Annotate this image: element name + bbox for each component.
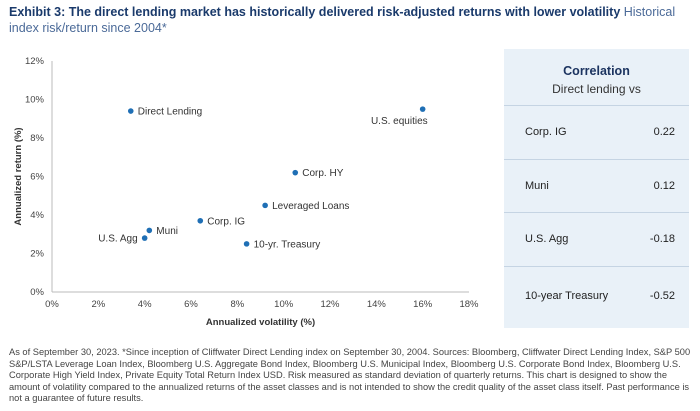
correlation-row: U.S. Agg -0.18 (504, 212, 689, 265)
correlation-row: Muni 0.12 (504, 159, 689, 212)
scatter-point (146, 227, 153, 234)
correlation-value: -0.18 (649, 233, 675, 245)
x-axis-label: Annualized volatility (%) (206, 317, 315, 328)
y-tick-label: 4% (30, 210, 44, 221)
x-tick-label: 18% (459, 299, 479, 310)
point-label: U.S. equities (371, 116, 428, 127)
x-tick-label: 2% (91, 299, 105, 310)
point-label: Direct Lending (138, 107, 202, 118)
correlation-asset: U.S. Agg (525, 233, 569, 245)
y-tick-label: 2% (30, 249, 44, 260)
correlation-title: Correlation (563, 64, 630, 78)
y-tick-label: 0% (30, 287, 44, 298)
scatter-point (197, 217, 204, 224)
point-label: Muni (156, 226, 178, 237)
exhibit-title-bold: Exhibit 3: The direct lending market has… (9, 5, 621, 19)
scatter-point (262, 202, 268, 209)
correlation-panel: Correlation Direct lending vs Corp. IG 0… (504, 49, 689, 328)
footnote: As of September 30, 2023. *Since incepti… (9, 347, 691, 404)
x-tick-label: 14% (367, 299, 387, 310)
scatter-point (127, 108, 134, 114)
y-tick-label: 12% (25, 56, 45, 67)
scatter-point (419, 106, 426, 112)
correlation-asset: 10-year Treasury (525, 290, 609, 302)
exhibit-title-subtitle: Historical index risk/return since 2004* (9, 5, 676, 35)
point-label: Corp. IG (207, 216, 245, 227)
scatter-point (243, 241, 250, 247)
correlation-subtitle: Direct lending vs (552, 82, 641, 96)
point-label: U.S. Agg (98, 234, 137, 245)
x-tick-label: 4% (138, 299, 152, 310)
point-label: Corp. HY (302, 168, 343, 179)
correlation-asset: Corp. IG (525, 126, 567, 138)
scatter-point (141, 235, 148, 241)
y-tick-label: 6% (30, 172, 44, 183)
correlation-row: 10-year Treasury -0.52 (504, 266, 689, 325)
correlation-asset: Muni (525, 180, 549, 192)
x-tick-label: 0% (45, 299, 59, 310)
chart-axes (51, 61, 469, 293)
chart-points: Direct Lending U.S. equities Corp. HY Lever… (98, 106, 428, 250)
point-label: Leveraged Loans (272, 201, 349, 212)
correlation-value: -0.52 (649, 290, 675, 302)
x-tick-label: 10% (274, 299, 294, 310)
chart-ticks: 0% 2% 4% 6% 8% 10% 12% 14% 16% 18% 0% 2% 4% 6% 8% 10% 12… (25, 56, 479, 310)
correlation-value: 0.22 (653, 126, 675, 138)
correlation-value: 0.12 (653, 180, 675, 192)
y-tick-label: 8% (30, 133, 44, 144)
scatter-chart: 0% 2% 4% 6% 8% 10% 12% 14% 16% 18% 0% 2% 4% 6% 8% 10% 12… (13, 56, 479, 328)
correlation-row: Corp. IG 0.22 (504, 105, 689, 158)
point-label: 10-yr. Treasury (254, 239, 321, 250)
x-tick-label: 6% (184, 299, 198, 310)
x-tick-label: 8% (230, 299, 244, 310)
x-tick-label: 12% (320, 299, 340, 310)
y-axis-label: Annualized return (%) (13, 127, 24, 225)
y-tick-label: 10% (25, 95, 45, 106)
scatter-point (292, 169, 299, 176)
x-tick-label: 16% (413, 299, 433, 310)
exhibit-title: Exhibit 3: The direct lending market has… (9, 4, 694, 36)
